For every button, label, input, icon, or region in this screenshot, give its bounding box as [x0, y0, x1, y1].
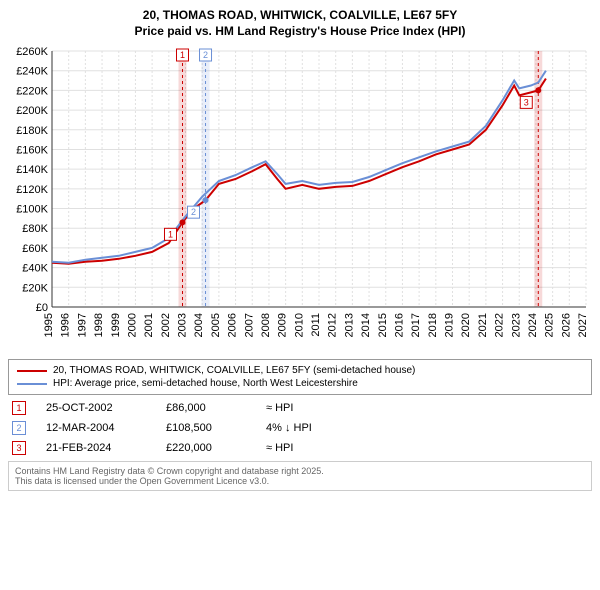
legend-item: HPI: Average price, semi-detached house,… — [17, 377, 583, 390]
y-tick-label: £60K — [22, 243, 48, 255]
x-tick-label: 2009 — [277, 313, 289, 337]
series-hpi — [52, 71, 546, 263]
chart-container: 20, THOMAS ROAD, WHITWICK, COALVILLE, LE… — [8, 8, 592, 491]
sales-list: 1 25-OCT-2002 £86,000 ≈ HPI 2 12-MAR-2004 £108… — [8, 401, 592, 455]
x-tick-label: 2024 — [527, 313, 539, 337]
series-price-paid — [52, 79, 546, 264]
x-tick-label: 2023 — [510, 313, 522, 337]
legend-item: 20, THOMAS ROAD, WHITWICK, COALVILLE, LE… — [17, 364, 583, 377]
y-tick-label: £100K — [16, 204, 48, 216]
line-chart-svg: £0 £20K £40K £60K £80K £100K £120K £140K £160K £1… — [8, 45, 592, 355]
sale-marker: 2 — [12, 421, 26, 435]
sale-marker: 3 — [12, 441, 26, 455]
y-tick-label: £200K — [16, 105, 48, 117]
sale-point — [179, 220, 185, 226]
y-tick-label: £20K — [22, 282, 48, 294]
sale-row: 3 21-FEB-2024 £220,000 ≈ HPI — [8, 441, 592, 455]
title-area: 20, THOMAS ROAD, WHITWICK, COALVILLE, LE… — [8, 8, 592, 39]
x-tick-label: 2019 — [444, 313, 456, 337]
sale-marker-num: 2 — [191, 207, 196, 217]
title-address: 20, THOMAS ROAD, WHITWICK, COALVILLE, LE… — [8, 8, 592, 24]
x-tick-label: 2026 — [560, 313, 572, 337]
y-tick-label: £180K — [16, 125, 48, 137]
y-tick-label: £120K — [16, 184, 48, 196]
top-marker-num: 2 — [203, 50, 208, 60]
y-tick-label: £40K — [22, 263, 48, 275]
x-tick-label: 2027 — [577, 313, 589, 337]
x-tick-label: 2016 — [393, 313, 405, 337]
x-tick-label: 2025 — [544, 313, 556, 337]
copyright: Contains HM Land Registry data © Crown c… — [8, 461, 592, 491]
x-tick-label: 2020 — [460, 313, 472, 337]
x-tick-label: 2017 — [410, 313, 422, 337]
x-tick-label: 2011 — [310, 313, 322, 337]
sale-date: 25-OCT-2002 — [46, 402, 146, 414]
x-tick-label: 1997 — [76, 313, 88, 337]
legend: 20, THOMAS ROAD, WHITWICK, COALVILLE, LE… — [8, 359, 592, 395]
x-tick-label: 2007 — [243, 313, 255, 337]
x-tick-label: 1999 — [110, 313, 122, 337]
x-tick-label: 2000 — [126, 313, 138, 337]
title-subtitle: Price paid vs. HM Land Registry's House … — [8, 24, 592, 40]
sale-point — [535, 88, 541, 94]
sale-price: £86,000 — [166, 402, 246, 414]
x-tick-label: 2008 — [260, 313, 272, 337]
x-tick-label: 2013 — [343, 313, 355, 337]
sale-delta: 4% ↓ HPI — [266, 422, 312, 434]
sale-marker-num: 3 — [524, 98, 529, 108]
x-tick-label: 2005 — [210, 313, 222, 337]
x-tick-label: 2014 — [360, 313, 372, 337]
y-tick-label: £220K — [16, 86, 48, 98]
sale-price: £220,000 — [166, 442, 246, 454]
x-tick-label: 2021 — [477, 313, 489, 337]
y-tick-label: £260K — [16, 46, 48, 58]
sale-point — [203, 197, 209, 203]
copyright-line-1: Contains HM Land Registry data © Crown c… — [15, 466, 585, 476]
sale-date: 12-MAR-2004 — [46, 422, 146, 434]
sale-date: 21-FEB-2024 — [46, 442, 146, 454]
sale-marker-num: 1 — [168, 230, 173, 240]
x-tick-label: 1998 — [93, 313, 105, 337]
legend-swatch — [17, 383, 47, 385]
sale-row: 2 12-MAR-2004 £108,500 4% ↓ HPI — [8, 421, 592, 435]
sale-price: £108,500 — [166, 422, 246, 434]
y-tick-label: £80K — [22, 223, 48, 235]
copyright-line-2: This data is licensed under the Open Gov… — [15, 476, 585, 486]
x-tick-label: 2006 — [227, 313, 239, 337]
x-tick-label: 2018 — [427, 313, 439, 337]
x-tick-label: 2012 — [327, 313, 339, 337]
sale-delta: ≈ HPI — [266, 402, 293, 414]
sale-row: 1 25-OCT-2002 £86,000 ≈ HPI — [8, 401, 592, 415]
top-marker-num: 1 — [180, 50, 185, 60]
x-tick-label: 1996 — [60, 313, 72, 337]
y-tick-label: £160K — [16, 145, 48, 157]
x-tick-label: 2003 — [177, 313, 189, 337]
sale-delta: ≈ HPI — [266, 442, 293, 454]
sale-marker: 1 — [12, 401, 26, 415]
x-tick-label: 1995 — [43, 313, 55, 337]
x-tick-label: 2022 — [494, 313, 506, 337]
x-tick-label: 2002 — [160, 313, 172, 337]
x-tick-label: 2015 — [377, 313, 389, 337]
plot-area: £0 £20K £40K £60K £80K £100K £120K £140K £160K £1… — [8, 45, 592, 355]
x-tick-label: 2010 — [293, 313, 305, 337]
x-tick-label: 2001 — [143, 313, 155, 337]
legend-label: 20, THOMAS ROAD, WHITWICK, COALVILLE, LE… — [53, 365, 415, 376]
y-tick-label: £0 — [36, 302, 48, 314]
legend-label: HPI: Average price, semi-detached house,… — [53, 378, 358, 389]
y-tick-label: £140K — [16, 164, 48, 176]
legend-swatch — [17, 370, 47, 372]
x-tick-label: 2004 — [193, 313, 205, 337]
y-tick-label: £240K — [16, 66, 48, 78]
